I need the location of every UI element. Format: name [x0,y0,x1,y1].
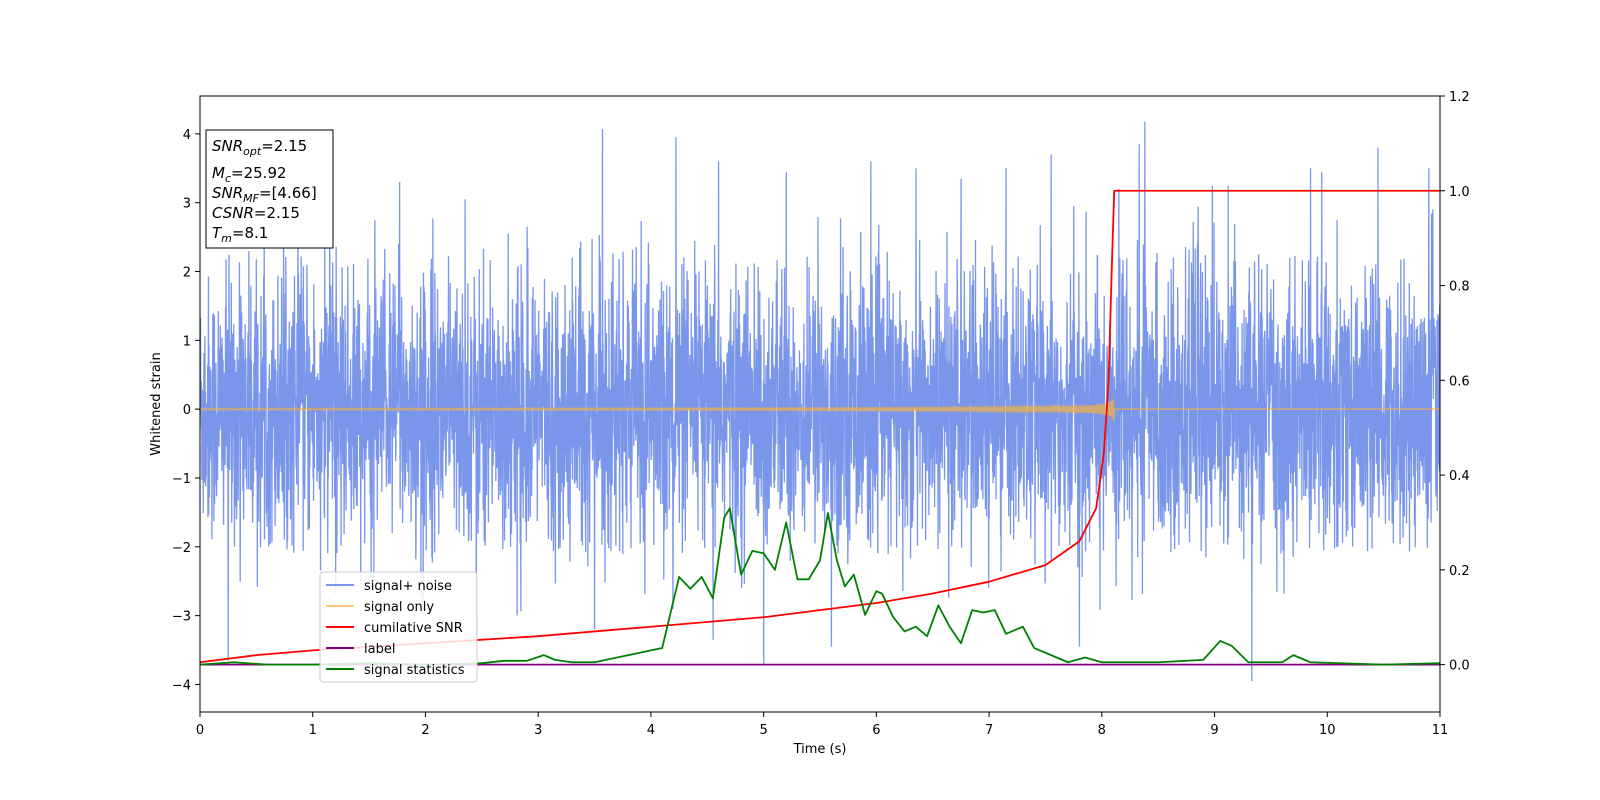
y-tick-label-right: 0.2 [1449,564,1470,579]
x-tick-label: 9 [1210,723,1218,738]
plot-frame [199,95,1441,713]
y-tick-label-left: 3 [183,197,191,212]
x-tick-label: 10 [1319,723,1336,738]
stat-snr-opt: SNRopt=2.15 [212,137,307,158]
x-tick-label: 4 [647,723,655,738]
y-tick-label-left: 1 [183,334,191,349]
y-tick-label-right: 0.8 [1449,280,1470,295]
x-axis: 0 1 2 3 4 5 6 7 8 9 10 11 [196,712,1448,738]
x-axis-label: Time (s) [793,742,847,757]
legend-label-signal-noise: signal+ noise [364,579,452,594]
x-tick-label: 5 [759,723,767,738]
series-signal-statistics-line [200,507,1440,666]
y-tick-label-right: 1.2 [1449,90,1470,105]
stat-mc: Mc=25.92 [212,164,287,185]
y-tick-label-right: 0.0 [1449,659,1470,674]
x-tick-label: 0 [196,723,204,738]
y-tick-label-right: 0.6 [1449,374,1470,389]
x-tick-label: 11 [1432,723,1449,738]
legend-label-signal-only: signal only [364,600,434,615]
y-tick-label-left: 0 [183,403,191,418]
stat-csnr: CSNR=2.15 [212,204,300,222]
y-tick-label-left: 4 [183,128,191,143]
x-tick-label: 7 [985,723,993,738]
x-tick-label: 6 [872,723,880,738]
y-axis-label: Whitened strain [149,352,164,455]
stat-snr-mf: SNRMF=[4.66] [212,184,317,205]
legend-label-label: label [364,642,395,657]
x-tick-label: 8 [1098,723,1106,738]
legend: signal+ noise signal only cumilative SNR… [319,571,478,683]
y-tick-label-left: −3 [172,610,191,625]
series-signal-noise-line [200,121,1440,682]
legend-label-cumulative-snr: cumilative SNR [364,621,463,636]
y-axis-right: 0.0 0.2 0.4 0.6 0.8 1.0 1.2 [1440,90,1470,674]
stat-tm: Tm=8.1 [212,224,268,245]
x-tick-label: 3 [534,723,542,738]
y-tick-label-right: 0.4 [1449,469,1470,484]
x-tick-label: 2 [421,723,429,738]
legend-label-signal-statistics: signal statistics [364,663,465,678]
y-axis-left: −4 −3 −2 −1 0 1 2 3 4 [172,128,200,693]
x-tick-label: 1 [309,723,317,738]
y-tick-label-left: 2 [183,266,191,281]
y-tick-label-left: −2 [172,541,191,556]
series-signal-only-line [200,398,1440,421]
y-tick-label-left: −1 [172,472,191,487]
y-tick-label-left: −4 [172,678,191,693]
stats-box: SNRopt=2.15 Mc=25.92 SNRMF=[4.66] CSNR=2… [205,129,334,249]
y-tick-label-right: 1.0 [1449,185,1470,200]
